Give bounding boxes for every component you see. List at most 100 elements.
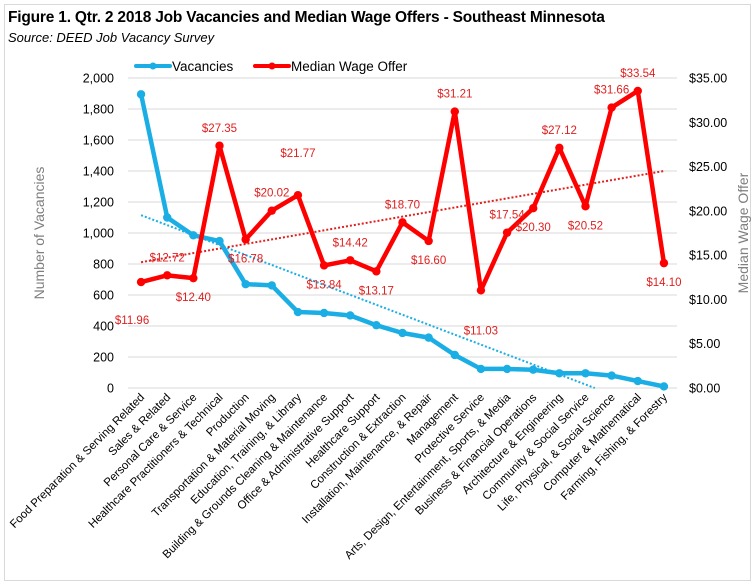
- wage-data-label: $13.17: [359, 285, 394, 297]
- vacancies-point: [241, 279, 250, 289]
- right-tick-label: $35.00: [689, 72, 727, 86]
- wage-data-label: $11.03: [464, 325, 498, 337]
- wage-data-label: $16.60: [411, 255, 446, 267]
- vacancies-point: [293, 307, 303, 317]
- right-axis-ticks: $0.00 $5.00 $10.00 $15.00 $20.00 $25.00 $30.00…: [689, 72, 727, 396]
- wage-data-label: $27.12: [542, 125, 577, 137]
- wage-point: [241, 235, 250, 244]
- vacancies-point: [450, 350, 459, 360]
- vacancies-point: [319, 308, 329, 318]
- right-tick-label: $15.00: [689, 249, 727, 263]
- left-tick-label: 400: [93, 320, 114, 334]
- legend-marker-median-wage-offer: [268, 62, 276, 70]
- wage-point: [346, 256, 355, 265]
- wage-point: [293, 190, 303, 200]
- wage-trendline: [140, 170, 665, 264]
- wage-point: [267, 206, 276, 215]
- vacancies-point: [633, 376, 642, 386]
- series-lines: [136, 86, 669, 391]
- left-tick-label: 1,000: [83, 227, 114, 241]
- left-tick-label: 2,000: [83, 72, 114, 86]
- wage-point: [555, 143, 564, 152]
- vacancies-point: [607, 371, 616, 380]
- vacancies-point: [189, 231, 198, 240]
- wage-data-label: $16.78: [228, 253, 263, 265]
- vacancies-point: [398, 328, 407, 338]
- left-axis-ticks: 0 200 400 600 800 1,000 1,200 1,400 1,600 1,800 2,…: [83, 72, 114, 396]
- vacancies-point: [476, 364, 486, 374]
- left-axis-title: Number of Vacancies: [31, 167, 47, 300]
- left-tick-label: 1,800: [83, 103, 114, 117]
- left-tick-label: 1,200: [83, 196, 114, 210]
- wage-data-label: $20.52: [568, 220, 603, 232]
- legend: Vacancies Median Wage Offer: [134, 59, 408, 74]
- vacancies-point: [267, 281, 276, 290]
- vacancies-point: [372, 321, 381, 330]
- right-tick-label: $5.00: [689, 337, 720, 351]
- chart-subtitle: Source: DEED Job Vacancy Survey: [8, 30, 215, 45]
- right-tick-label: $0.00: [689, 382, 720, 396]
- left-tick-label: 1,400: [83, 165, 114, 179]
- right-tick-label: $10.00: [689, 293, 727, 307]
- wage-point: [424, 236, 433, 246]
- category-labels: Food Preparation & Serving RelatedSales …: [8, 391, 670, 562]
- wage-point: [607, 103, 616, 112]
- right-axis-title: Median Wage Offer: [735, 172, 751, 293]
- wage-point: [476, 286, 486, 295]
- wage-point: [581, 202, 590, 211]
- vacancies-point: [659, 382, 669, 391]
- vacancies-point: [163, 213, 172, 222]
- legend-label-vacancies: Vacancies: [172, 59, 234, 74]
- wage-point: [372, 267, 381, 276]
- wage-data-label: $18.70: [385, 199, 420, 211]
- right-tick-label: $30.00: [689, 116, 727, 130]
- wage-point: [319, 261, 329, 270]
- legend-label-median-wage-offer: Median Wage Offer: [291, 59, 408, 74]
- wage-data-label: $11.96: [115, 315, 149, 327]
- wage-point: [633, 86, 642, 96]
- wage-point: [189, 273, 198, 283]
- legend-item-median-wage-offer[interactable]: Median Wage Offer: [253, 59, 408, 74]
- wage-data-label: $21.77: [280, 148, 315, 160]
- wage-point: [398, 218, 407, 227]
- left-tick-label: 200: [93, 351, 114, 365]
- wage-data-label: $12.72: [150, 252, 185, 264]
- data-labels: $11.96 $12.72 $12.40 $27.35 $16.78 $20.02 $21.…: [115, 68, 682, 337]
- left-tick-label: 600: [93, 289, 114, 303]
- wage-data-label: $20.02: [254, 188, 289, 200]
- wage-point: [502, 228, 512, 237]
- wage-line: [140, 88, 667, 293]
- vacancies-point: [424, 333, 433, 342]
- wage-data-label: $33.54: [620, 68, 656, 80]
- vacancies-point: [346, 311, 355, 320]
- vacancies-point: [555, 369, 564, 378]
- right-tick-label: $25.00: [689, 160, 727, 174]
- wage-point: [136, 277, 146, 287]
- legend-item-vacancies[interactable]: Vacancies: [134, 59, 234, 74]
- wage-data-label: $14.42: [333, 237, 368, 249]
- chart-title: Figure 1. Qtr. 2 2018 Job Vacancies and …: [8, 9, 605, 26]
- wage-data-label: $17.54: [489, 210, 525, 222]
- vacancies-point: [502, 364, 512, 374]
- legend-marker-vacancies: [149, 62, 157, 70]
- vacancies-point: [215, 236, 224, 246]
- wage-data-label: $31.21: [437, 89, 472, 101]
- gridlines: [128, 77, 677, 389]
- vacancies-point: [136, 90, 146, 99]
- left-tick-label: 0: [107, 382, 114, 396]
- wage-data-label: $12.40: [176, 292, 211, 304]
- vacancies-point: [581, 369, 590, 378]
- wage-data-label: $13.84: [306, 279, 342, 291]
- wage-data-label: $20.30: [516, 222, 551, 234]
- vacancies-point: [529, 365, 538, 374]
- wage-point: [163, 271, 172, 280]
- wage-point: [215, 141, 224, 150]
- left-tick-label: 1,600: [83, 134, 114, 148]
- wage-data-label: $14.10: [646, 277, 681, 289]
- wage-point: [450, 107, 459, 116]
- right-tick-label: $20.00: [689, 204, 727, 218]
- wage-point: [659, 258, 669, 268]
- wage-data-label: $27.35: [202, 123, 237, 135]
- wage-data-label: $31.66: [594, 85, 629, 97]
